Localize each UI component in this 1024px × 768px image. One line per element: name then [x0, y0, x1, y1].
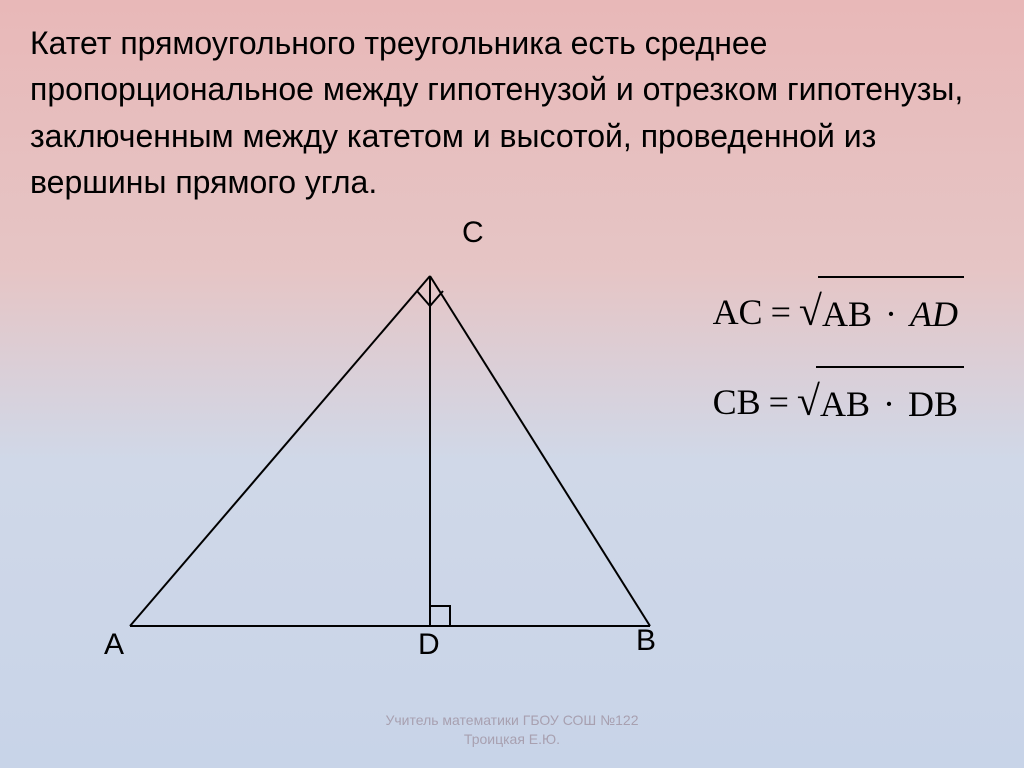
formula-cb: CB = √ AB · DB	[713, 366, 964, 438]
theorem-text: Катет прямоугольного треугольника есть с…	[0, 0, 1024, 216]
radicand: AB · AD	[818, 276, 964, 348]
equals-sign: =	[763, 278, 799, 346]
radicand-a: AB	[822, 294, 872, 334]
radicand-a: AB	[820, 384, 870, 424]
footer-line-2: Троицкая Е.Ю.	[0, 730, 1024, 750]
formula-lhs: AC	[713, 278, 763, 346]
sqrt-expression: √ AB · DB	[797, 366, 964, 438]
equals-sign: =	[761, 368, 797, 436]
multiply-dot-icon: ·	[879, 384, 899, 424]
vertex-label-a: A	[104, 628, 124, 662]
multiply-dot-icon: ·	[881, 294, 901, 334]
vertex-label-b: B	[636, 624, 656, 658]
radicand-b: AD	[910, 294, 958, 334]
formulas-block: AC = √ AB · AD CB = √ AB · DB	[713, 276, 964, 457]
formula-ac: AC = √ AB · AD	[713, 276, 964, 348]
footer-attribution: Учитель математики ГБОУ СОШ №122 Троицка…	[0, 711, 1024, 750]
formula-lhs: CB	[713, 368, 761, 436]
diagram-area: C A D B AC = √ AB · AD CB = √ AB ·	[0, 216, 1024, 646]
side-cb	[430, 276, 650, 626]
footer-line-1: Учитель математики ГБОУ СОШ №122	[0, 711, 1024, 731]
right-angle-marker-d	[430, 606, 450, 626]
radicand-b: DB	[908, 384, 958, 424]
sqrt-expression: √ AB · AD	[799, 276, 964, 348]
vertex-label-d: D	[418, 628, 440, 662]
triangle-figure	[60, 226, 700, 666]
vertex-label-c: C	[462, 216, 484, 250]
radicand: AB · DB	[816, 366, 964, 438]
side-ac	[130, 276, 430, 626]
